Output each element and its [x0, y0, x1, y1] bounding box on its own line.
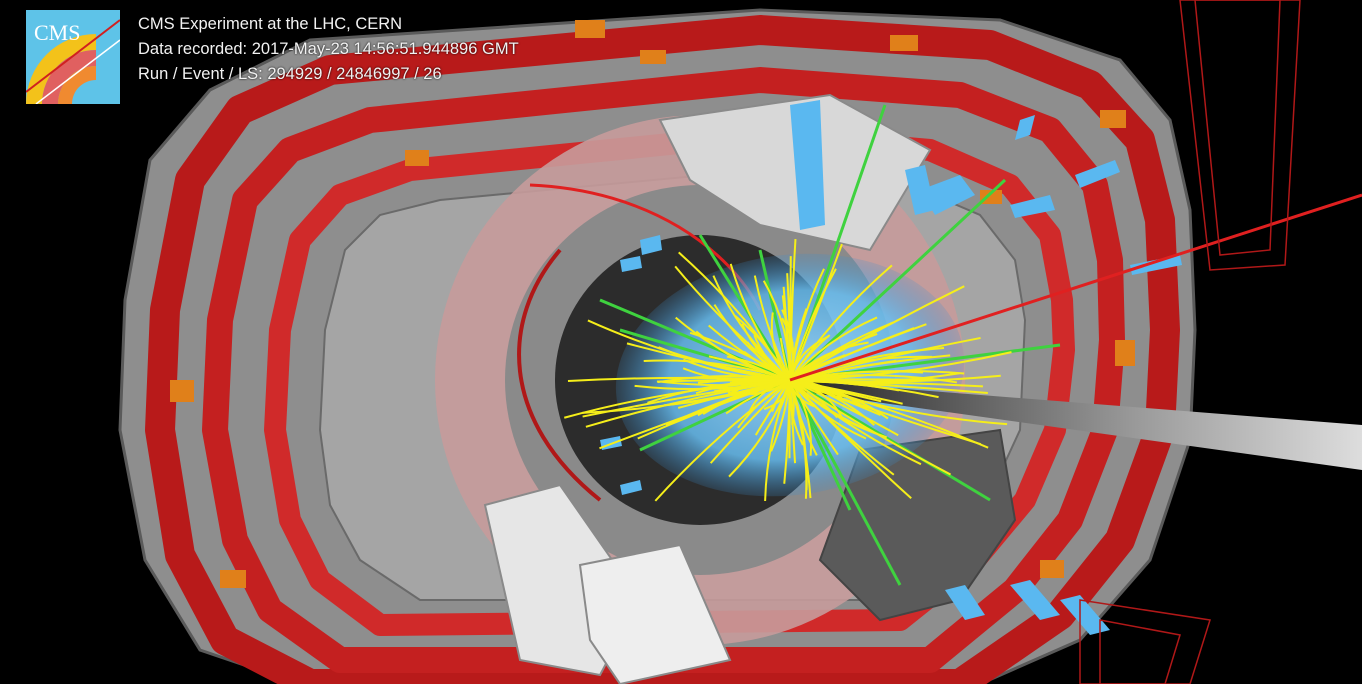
- charged-track: [783, 379, 791, 484]
- charged-track: [789, 379, 867, 440]
- charged-track: [789, 379, 875, 426]
- charged-track: [789, 379, 912, 499]
- charged-track: [789, 379, 988, 395]
- orange-supports: [170, 20, 1135, 588]
- endcap-panel-top: [658, 93, 932, 252]
- charged-track: [656, 378, 791, 383]
- charged-track: [788, 341, 794, 381]
- charged-track: [789, 379, 795, 425]
- charged-track: [789, 379, 838, 419]
- charged-track: [789, 323, 927, 381]
- experiment-title: CMS Experiment at the LHC, CERN: [138, 15, 403, 33]
- event-info-text: CMS Experiment at the LHC, CERN Data rec…: [138, 12, 519, 87]
- endcap-panel-bottom: [578, 543, 732, 684]
- charged-track: [728, 379, 791, 478]
- charged-track: [789, 285, 965, 381]
- charged-track: [661, 379, 791, 387]
- beam-pipe: [790, 380, 1362, 470]
- charged-track: [712, 275, 791, 381]
- charged-track: [643, 359, 791, 381]
- charged-track: [789, 379, 899, 437]
- charged-track: [729, 263, 791, 381]
- muon-arc-lower: [517, 248, 602, 502]
- yellow-tracks: [563, 239, 1012, 502]
- charged-track: [789, 354, 951, 381]
- charged-track: [789, 333, 878, 381]
- cms-logo-text: CMS: [34, 20, 80, 45]
- hcal-towers: [600, 100, 1182, 635]
- charged-track: [789, 268, 837, 381]
- outer-muon-wireframe: [1079, 0, 1301, 684]
- charged-track: [789, 379, 889, 420]
- charged-track: [582, 379, 791, 414]
- charged-track: [709, 379, 791, 464]
- cms-logo: CMS: [26, 10, 120, 104]
- charged-track: [778, 379, 791, 410]
- charged-track: [654, 379, 791, 502]
- charged-track: [754, 379, 791, 436]
- charged-track: [587, 319, 791, 381]
- data-recorded: Data recorded: 2017-May-23 14:56:51.9448…: [138, 40, 519, 58]
- charged-track: [708, 324, 791, 381]
- muon-track: [789, 193, 1362, 382]
- charged-track: [599, 379, 791, 450]
- charged-track: [789, 243, 843, 381]
- run-event-ls: Run / Event / LS: 294929 / 24846997 / 26: [138, 65, 442, 83]
- event-info-overlay: CMS CMS Experiment at the LHC, CERN Data…: [26, 10, 666, 106]
- charged-track: [789, 316, 878, 381]
- charged-track: [789, 268, 825, 381]
- charged-track: [713, 304, 791, 381]
- charged-track: [753, 275, 791, 381]
